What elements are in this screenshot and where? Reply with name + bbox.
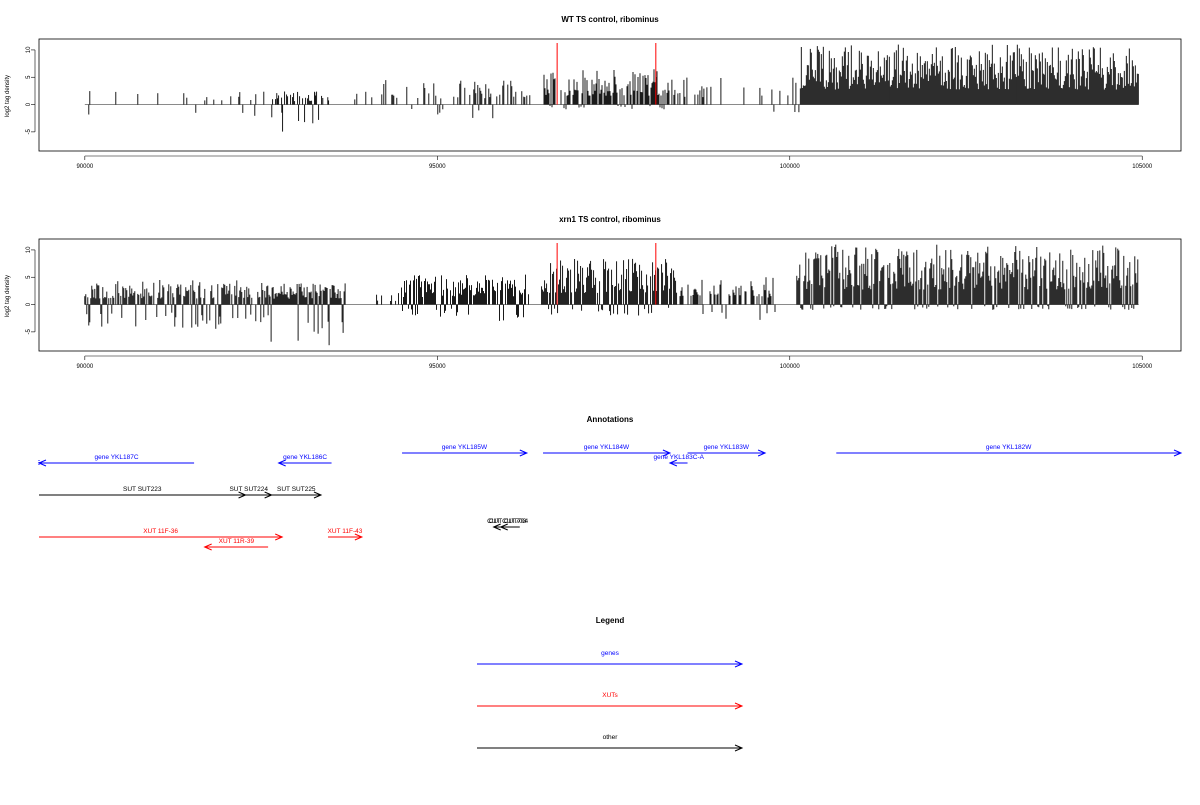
feature-label: gene YKL183W [704, 444, 750, 451]
annotation-feature: SUT SUT223 [39, 486, 247, 499]
legend-item: genes [477, 650, 744, 668]
arrow-head [277, 459, 286, 467]
feature-label: gene YKL184W [584, 444, 630, 451]
feature-label: CUT CUT704 [489, 518, 529, 525]
arrow-head [492, 523, 501, 531]
plot-frame [38, 238, 1182, 352]
feature-label: SUT SUT223 [123, 486, 162, 493]
y-tick-label: 10 [26, 46, 32, 53]
y-tick-label: -5 [26, 129, 32, 135]
x-tick-label: 105000 [1132, 164, 1153, 170]
xrn1-density-panel: xrn1 TS control, ribominus log2 tag dens… [5, 215, 1182, 370]
arrow-head [354, 533, 364, 541]
feature-label: gene YKL183C-A [653, 454, 704, 461]
annotation-feature: CUT CUT704 [489, 518, 529, 531]
annotation-feature: gene YKL183W [687, 444, 767, 457]
annotation-feature: XUT 11R-39 [203, 538, 269, 551]
annotation-feature: XUT 11F-36 [39, 528, 284, 541]
x-tick-label: 100000 [780, 164, 801, 170]
y-tick-label: 0 [26, 302, 32, 306]
feature-label: XUT 11F-43 [328, 528, 363, 535]
feature-label: gene YKL185W [442, 444, 488, 451]
y-tick-label: 5 [26, 275, 32, 279]
feature-label: SUT SUT224 [229, 486, 268, 493]
xrn1-axes: -5 0 5 10 90000 95000 100000 105000 [26, 238, 1182, 370]
x-tick-label: 95000 [429, 164, 446, 170]
annotation-feature: SUT SUT224 [225, 486, 273, 499]
feature-label: gene YKL186C [283, 454, 327, 461]
annotation-features: gene YKL187C gene YKL186C gene YKL185W gene… [37, 444, 1183, 551]
annotation-feature: gene YKL186C [277, 454, 332, 467]
x-tick-label: 90000 [76, 364, 93, 370]
arrow-head [1173, 449, 1183, 457]
arrow-head [668, 459, 678, 467]
annotation-feature: XUT 11F-43 [328, 528, 364, 541]
arrow-head [499, 523, 508, 531]
legend-title: Legend [596, 616, 625, 625]
arrow-head [662, 449, 672, 457]
arrow-head [757, 449, 767, 457]
wt-density-bars [84, 43, 1139, 132]
legend-label: XUTs [602, 692, 618, 699]
annotation-feature: SUT SUT225 [271, 486, 323, 499]
wt-axes: -5 0 5 10 90000 95000 100000 105000 [26, 38, 1182, 170]
arrow-head [203, 543, 212, 551]
y-tick-label: 5 [26, 75, 32, 79]
annotation-feature: gene YKL185W [402, 444, 529, 457]
feature-label: gene YKL187C [95, 454, 139, 461]
x-tick-label: 100000 [780, 364, 801, 370]
wt-panel-title: WT TS control, ribominus [561, 15, 659, 24]
legend-label: genes [601, 650, 619, 657]
x-tick-label: 95000 [429, 364, 446, 370]
x-tick-label: 105000 [1132, 364, 1153, 370]
wt-density-panel: WT TS control, ribominus log2 tag densit… [5, 15, 1182, 170]
arrow-head [734, 702, 744, 710]
feature-label: CUT CUT703 [487, 518, 527, 525]
annotation-feature: gene YKL182W [836, 444, 1183, 457]
annotation-feature: gene YKL187C [37, 454, 195, 467]
feature-label: XUT 11R-39 [219, 538, 255, 545]
arrow-head [519, 449, 529, 457]
y-tick-label: 10 [26, 246, 32, 253]
x-tick-label: 90000 [76, 164, 93, 170]
xrn1-density-bars [84, 243, 1139, 346]
legend-label: other [603, 734, 619, 741]
annotation-feature: gene YKL184W [543, 444, 672, 457]
annotations-track: Annotations gene YKL187C gene YKL186Cgene… [37, 415, 1183, 551]
feature-label: SUT SUT225 [277, 486, 316, 493]
arrow-head [734, 660, 744, 668]
legend-items: genes XUTs other [477, 650, 744, 752]
arrow-head [734, 744, 744, 752]
legend-item: XUTs [477, 692, 744, 710]
xrn1-panel-title: xrn1 TS control, ribominus [559, 215, 661, 224]
xrn1-y-axis-label: log2 tag density [5, 275, 11, 317]
wt-y-axis-label: log2 tag density [5, 75, 11, 117]
y-tick-label: -5 [26, 329, 32, 335]
annotation-feature: gene YKL183C-A [653, 454, 705, 467]
arrow-head [313, 491, 323, 499]
feature-label: XUT 11F-36 [143, 528, 178, 535]
plot-frame [38, 38, 1182, 152]
annotations-title: Annotations [587, 415, 634, 424]
feature-label: gene YKL182W [986, 444, 1032, 451]
y-tick-label: 0 [26, 102, 32, 106]
legend: Legend genes XUTs other [477, 616, 744, 752]
arrow-head [275, 533, 284, 541]
legend-item: other [477, 734, 744, 752]
